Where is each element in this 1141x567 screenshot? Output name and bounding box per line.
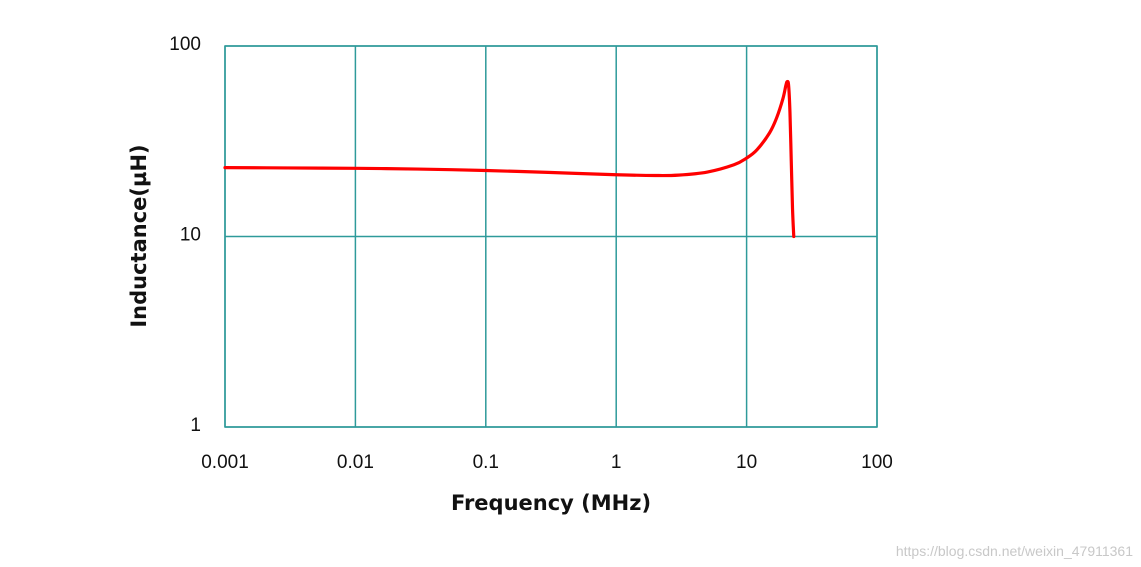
y-tick-labels: 1 10 100 bbox=[169, 34, 201, 436]
x-tick-label: 0.01 bbox=[337, 452, 374, 473]
inductance-line bbox=[223, 79, 796, 239]
x-tick-label: 1 bbox=[611, 452, 622, 473]
x-tick-label: 10 bbox=[736, 452, 757, 473]
grid bbox=[224, 45, 878, 428]
plot-border bbox=[224, 45, 878, 428]
y-tick-label: 100 bbox=[169, 34, 201, 55]
x-tick-labels: 0.001 0.01 0.1 1 10 100 bbox=[201, 452, 893, 473]
x-tick-label: 0.001 bbox=[201, 452, 249, 473]
x-axis-title: Frequency (MHz) bbox=[451, 491, 651, 515]
y-tick-label: 1 bbox=[190, 415, 201, 436]
x-tick-label: 100 bbox=[861, 452, 893, 473]
watermark: https://blog.csdn.net/weixin_47911361 bbox=[895, 543, 1133, 559]
y-tick-label: 10 bbox=[180, 225, 201, 246]
x-tick-label: 0.1 bbox=[473, 452, 499, 473]
series-layer bbox=[223, 79, 796, 239]
y-axis-title: Inductance(µH) bbox=[127, 144, 151, 327]
